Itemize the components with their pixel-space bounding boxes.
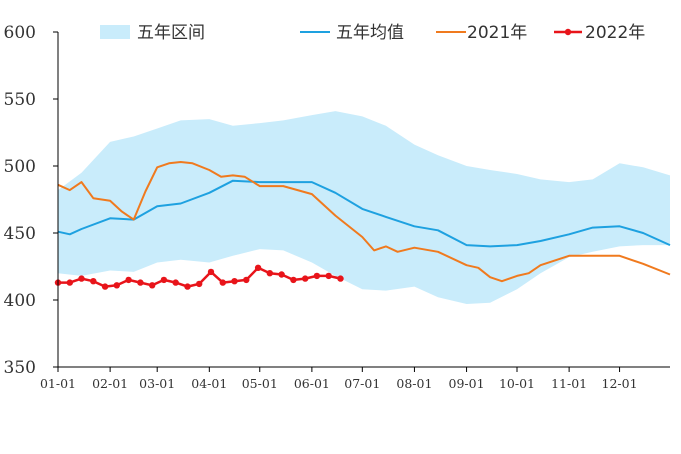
y-tick-label: 400: [4, 291, 36, 311]
y-tick-label: 500: [4, 157, 36, 177]
point-2022: [290, 276, 297, 284]
point-2022: [125, 276, 132, 284]
legend-swatch-five-year-range: [100, 25, 130, 39]
series-lines-layer: [54, 161, 671, 290]
point-2022: [231, 278, 238, 285]
point-2022: [101, 283, 109, 290]
x-tick-label: 07-01: [344, 376, 380, 391]
x-tick-label: 11-01: [551, 376, 587, 391]
point-2022: [160, 276, 168, 284]
point-2022: [137, 279, 144, 286]
five-year-range-band-layer: [58, 111, 670, 304]
x-tick-label: 03-01: [139, 376, 175, 391]
point-2022: [78, 275, 85, 282]
point-2022: [254, 264, 262, 271]
legend-label-2021: 2021年: [467, 23, 527, 43]
point-2022: [243, 276, 250, 284]
x-tick-label: 01-01: [40, 376, 76, 391]
point-2022: [90, 278, 97, 285]
point-2022: [313, 272, 321, 280]
x-tick-label: 02-01: [92, 376, 128, 391]
point-2022: [66, 279, 74, 286]
axes: 350 400 450 500 550 600 01-01 02-01 03-01 04-01 05…: [4, 23, 670, 391]
point-2022: [184, 283, 191, 290]
legend-label-2022: 2022年: [585, 23, 645, 43]
point-2022: [325, 272, 332, 280]
point-2022: [337, 275, 344, 282]
x-tick-label: 06-01: [294, 376, 330, 391]
y-tick-label: 350: [4, 358, 36, 378]
five-year-range-band: [58, 111, 670, 304]
point-2022: [113, 282, 121, 289]
x-tick-label: 09-01: [449, 376, 485, 391]
five-year-average-line: [57, 179, 671, 248]
point-2022: [149, 282, 156, 289]
legend-marker-2022: [564, 28, 572, 36]
x-tick-label: 10-01: [499, 376, 535, 391]
y-tick-label: 550: [4, 90, 36, 110]
point-2022: [266, 270, 273, 277]
point-2022: [278, 271, 285, 278]
x-tick-label: 08-01: [396, 376, 432, 391]
point-2022: [172, 279, 179, 286]
point-2022: [196, 280, 203, 288]
x-tick-label: 05-01: [242, 376, 278, 391]
legend-label-five-year-average: 五年均值: [336, 23, 404, 43]
legend-label-five-year-range: 五年区间: [137, 23, 205, 43]
y-tick-label: 450: [4, 224, 36, 244]
y-tick-label: 600: [4, 23, 36, 43]
point-2022: [207, 268, 215, 276]
x-tick-label: 12-01: [602, 376, 638, 391]
line-2021: [57, 161, 671, 283]
legend: 五年区间 五年均值 2021年 2022年: [100, 23, 645, 43]
point-2022: [219, 279, 226, 286]
x-tick-label: 04-01: [191, 376, 227, 391]
point-2022: [302, 275, 309, 282]
